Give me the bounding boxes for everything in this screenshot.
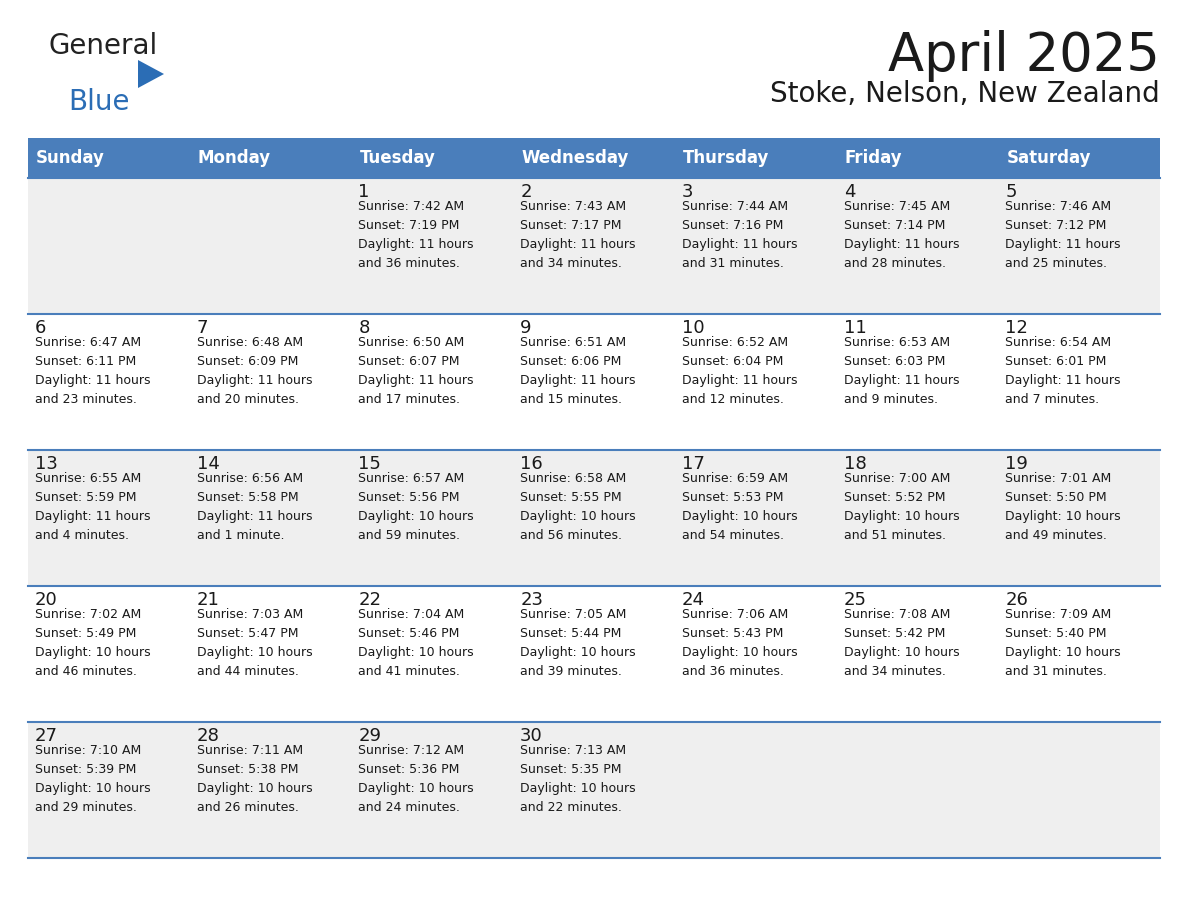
Bar (29, 314, 1159, 450)
Text: 7: 7 (197, 319, 208, 337)
Text: 30: 30 (520, 727, 543, 745)
Text: Sunrise: 6:48 AM
Sunset: 6:09 PM
Daylight: 11 hours
and 20 minutes.: Sunrise: 6:48 AM Sunset: 6:09 PM Dayligh… (197, 336, 312, 406)
Text: 17: 17 (682, 455, 704, 473)
Text: 8: 8 (359, 319, 369, 337)
Text: 27: 27 (34, 727, 58, 745)
Text: 14: 14 (197, 455, 220, 473)
Text: 28: 28 (197, 727, 220, 745)
Text: Sunrise: 7:10 AM
Sunset: 5:39 PM
Daylight: 10 hours
and 29 minutes.: Sunrise: 7:10 AM Sunset: 5:39 PM Dayligh… (34, 744, 151, 814)
Text: Sunrise: 7:43 AM
Sunset: 7:17 PM
Daylight: 11 hours
and 34 minutes.: Sunrise: 7:43 AM Sunset: 7:17 PM Dayligh… (520, 200, 636, 270)
Text: April 2025: April 2025 (889, 30, 1159, 82)
Text: 21: 21 (197, 591, 220, 609)
Text: Blue: Blue (68, 88, 129, 116)
Text: 24: 24 (682, 591, 704, 609)
Text: Stoke, Nelson, New Zealand: Stoke, Nelson, New Zealand (770, 80, 1159, 108)
Text: Sunrise: 6:52 AM
Sunset: 6:04 PM
Daylight: 11 hours
and 12 minutes.: Sunrise: 6:52 AM Sunset: 6:04 PM Dayligh… (682, 336, 797, 406)
Text: 18: 18 (843, 455, 866, 473)
Text: 16: 16 (520, 455, 543, 473)
Text: Sunrise: 7:44 AM
Sunset: 7:16 PM
Daylight: 11 hours
and 31 minutes.: Sunrise: 7:44 AM Sunset: 7:16 PM Dayligh… (682, 200, 797, 270)
Text: Sunrise: 6:55 AM
Sunset: 5:59 PM
Daylight: 11 hours
and 4 minutes.: Sunrise: 6:55 AM Sunset: 5:59 PM Dayligh… (34, 472, 151, 542)
Text: Sunrise: 7:42 AM
Sunset: 7:19 PM
Daylight: 11 hours
and 36 minutes.: Sunrise: 7:42 AM Sunset: 7:19 PM Dayligh… (359, 200, 474, 270)
Text: 22: 22 (359, 591, 381, 609)
Bar (29, 586, 1159, 722)
Text: 4: 4 (843, 183, 855, 201)
Text: 1: 1 (359, 183, 369, 201)
Text: Sunrise: 6:58 AM
Sunset: 5:55 PM
Daylight: 10 hours
and 56 minutes.: Sunrise: 6:58 AM Sunset: 5:55 PM Dayligh… (520, 472, 636, 542)
Text: 15: 15 (359, 455, 381, 473)
Text: 25: 25 (843, 591, 866, 609)
Text: 6: 6 (34, 319, 46, 337)
Text: 12: 12 (1005, 319, 1028, 337)
Text: 2: 2 (520, 183, 532, 201)
Polygon shape (138, 60, 164, 88)
Text: Sunrise: 6:57 AM
Sunset: 5:56 PM
Daylight: 10 hours
and 59 minutes.: Sunrise: 6:57 AM Sunset: 5:56 PM Dayligh… (359, 472, 474, 542)
Text: Sunrise: 6:47 AM
Sunset: 6:11 PM
Daylight: 11 hours
and 23 minutes.: Sunrise: 6:47 AM Sunset: 6:11 PM Dayligh… (34, 336, 151, 406)
Text: 13: 13 (34, 455, 58, 473)
Text: 19: 19 (1005, 455, 1028, 473)
Text: 3: 3 (682, 183, 694, 201)
Text: Sunrise: 7:09 AM
Sunset: 5:40 PM
Daylight: 10 hours
and 31 minutes.: Sunrise: 7:09 AM Sunset: 5:40 PM Dayligh… (1005, 608, 1121, 678)
Text: Sunrise: 6:59 AM
Sunset: 5:53 PM
Daylight: 10 hours
and 54 minutes.: Sunrise: 6:59 AM Sunset: 5:53 PM Dayligh… (682, 472, 797, 542)
Text: 10: 10 (682, 319, 704, 337)
Text: Sunrise: 6:50 AM
Sunset: 6:07 PM
Daylight: 11 hours
and 17 minutes.: Sunrise: 6:50 AM Sunset: 6:07 PM Dayligh… (359, 336, 474, 406)
Bar (29, 178, 1159, 314)
Text: Sunrise: 7:45 AM
Sunset: 7:14 PM
Daylight: 11 hours
and 28 minutes.: Sunrise: 7:45 AM Sunset: 7:14 PM Dayligh… (843, 200, 959, 270)
Text: Tuesday: Tuesday (360, 149, 435, 167)
Text: Sunrise: 6:51 AM
Sunset: 6:06 PM
Daylight: 11 hours
and 15 minutes.: Sunrise: 6:51 AM Sunset: 6:06 PM Dayligh… (520, 336, 636, 406)
Text: Friday: Friday (845, 149, 902, 167)
Text: 23: 23 (520, 591, 543, 609)
Text: General: General (48, 32, 157, 60)
Text: 20: 20 (34, 591, 58, 609)
Text: Sunday: Sunday (36, 149, 105, 167)
Text: Sunrise: 7:08 AM
Sunset: 5:42 PM
Daylight: 10 hours
and 34 minutes.: Sunrise: 7:08 AM Sunset: 5:42 PM Dayligh… (843, 608, 959, 678)
Text: Sunrise: 7:06 AM
Sunset: 5:43 PM
Daylight: 10 hours
and 36 minutes.: Sunrise: 7:06 AM Sunset: 5:43 PM Dayligh… (682, 608, 797, 678)
Text: 11: 11 (843, 319, 866, 337)
Text: Sunrise: 7:05 AM
Sunset: 5:44 PM
Daylight: 10 hours
and 39 minutes.: Sunrise: 7:05 AM Sunset: 5:44 PM Dayligh… (520, 608, 636, 678)
Text: Sunrise: 7:04 AM
Sunset: 5:46 PM
Daylight: 10 hours
and 41 minutes.: Sunrise: 7:04 AM Sunset: 5:46 PM Dayligh… (359, 608, 474, 678)
Text: Sunrise: 7:11 AM
Sunset: 5:38 PM
Daylight: 10 hours
and 26 minutes.: Sunrise: 7:11 AM Sunset: 5:38 PM Dayligh… (197, 744, 312, 814)
Bar (29, 722, 1159, 858)
Text: Sunrise: 7:01 AM
Sunset: 5:50 PM
Daylight: 10 hours
and 49 minutes.: Sunrise: 7:01 AM Sunset: 5:50 PM Dayligh… (1005, 472, 1121, 542)
Text: Sunrise: 7:13 AM
Sunset: 5:35 PM
Daylight: 10 hours
and 22 minutes.: Sunrise: 7:13 AM Sunset: 5:35 PM Dayligh… (520, 744, 636, 814)
Text: Wednesday: Wednesday (522, 149, 628, 167)
Text: Sunrise: 7:02 AM
Sunset: 5:49 PM
Daylight: 10 hours
and 46 minutes.: Sunrise: 7:02 AM Sunset: 5:49 PM Dayligh… (34, 608, 151, 678)
Text: 9: 9 (520, 319, 532, 337)
Text: 29: 29 (359, 727, 381, 745)
Text: Thursday: Thursday (683, 149, 770, 167)
Text: 26: 26 (1005, 591, 1028, 609)
Text: Sunrise: 6:54 AM
Sunset: 6:01 PM
Daylight: 11 hours
and 7 minutes.: Sunrise: 6:54 AM Sunset: 6:01 PM Dayligh… (1005, 336, 1120, 406)
Text: Saturday: Saturday (1006, 149, 1091, 167)
Text: Sunrise: 7:00 AM
Sunset: 5:52 PM
Daylight: 10 hours
and 51 minutes.: Sunrise: 7:00 AM Sunset: 5:52 PM Dayligh… (843, 472, 959, 542)
Text: Sunrise: 6:53 AM
Sunset: 6:03 PM
Daylight: 11 hours
and 9 minutes.: Sunrise: 6:53 AM Sunset: 6:03 PM Dayligh… (843, 336, 959, 406)
Text: Sunrise: 7:46 AM
Sunset: 7:12 PM
Daylight: 11 hours
and 25 minutes.: Sunrise: 7:46 AM Sunset: 7:12 PM Dayligh… (1005, 200, 1120, 270)
Text: Sunrise: 7:03 AM
Sunset: 5:47 PM
Daylight: 10 hours
and 44 minutes.: Sunrise: 7:03 AM Sunset: 5:47 PM Dayligh… (197, 608, 312, 678)
Text: Monday: Monday (197, 149, 271, 167)
Bar (29, 450, 1159, 586)
Text: 5: 5 (1005, 183, 1017, 201)
Text: Sunrise: 6:56 AM
Sunset: 5:58 PM
Daylight: 11 hours
and 1 minute.: Sunrise: 6:56 AM Sunset: 5:58 PM Dayligh… (197, 472, 312, 542)
Bar (29, 138, 1159, 178)
Text: Sunrise: 7:12 AM
Sunset: 5:36 PM
Daylight: 10 hours
and 24 minutes.: Sunrise: 7:12 AM Sunset: 5:36 PM Dayligh… (359, 744, 474, 814)
